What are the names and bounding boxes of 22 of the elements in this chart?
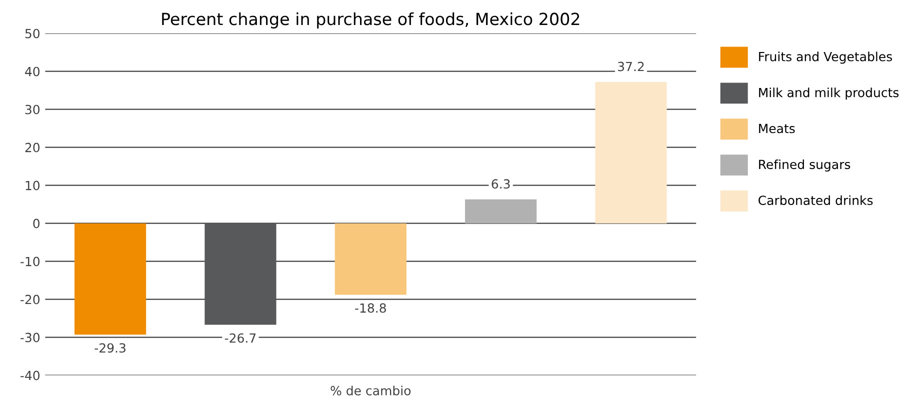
- y-tick-label: -40: [20, 370, 40, 380]
- legend-label: Refined sugars: [759, 159, 850, 172]
- legend-label: Carbonated drinks: [758, 195, 873, 206]
- data-label: -29.3: [94, 343, 126, 353]
- y-tick-label: -30: [20, 332, 40, 342]
- y-tick-label: -10: [20, 256, 40, 266]
- data-label: 6.3: [492, 179, 510, 189]
- legend-label: Milk and milk products: [759, 88, 899, 100]
- y-tick-label: 40: [25, 66, 40, 76]
- y-tick-label: 20: [25, 142, 40, 152]
- y-tick-label: 50: [25, 28, 40, 38]
- y-tick-label: -20: [20, 294, 40, 304]
- data-label: 37.2: [618, 62, 644, 72]
- y-tick-label: 30: [25, 104, 40, 114]
- legend-label: Meats: [759, 124, 795, 134]
- x-axis-title: % de cambio: [330, 386, 411, 396]
- legend-label: Fruits and Vegetables: [759, 52, 892, 64]
- y-tick-label: 0: [33, 218, 40, 228]
- data-label: -18.8: [355, 303, 386, 313]
- data-label: -26.7: [224, 333, 256, 343]
- y-tick-label: 10: [26, 180, 40, 190]
- chart-title: Percent change in purchase of foods, Mexico 2002: [162, 12, 580, 28]
